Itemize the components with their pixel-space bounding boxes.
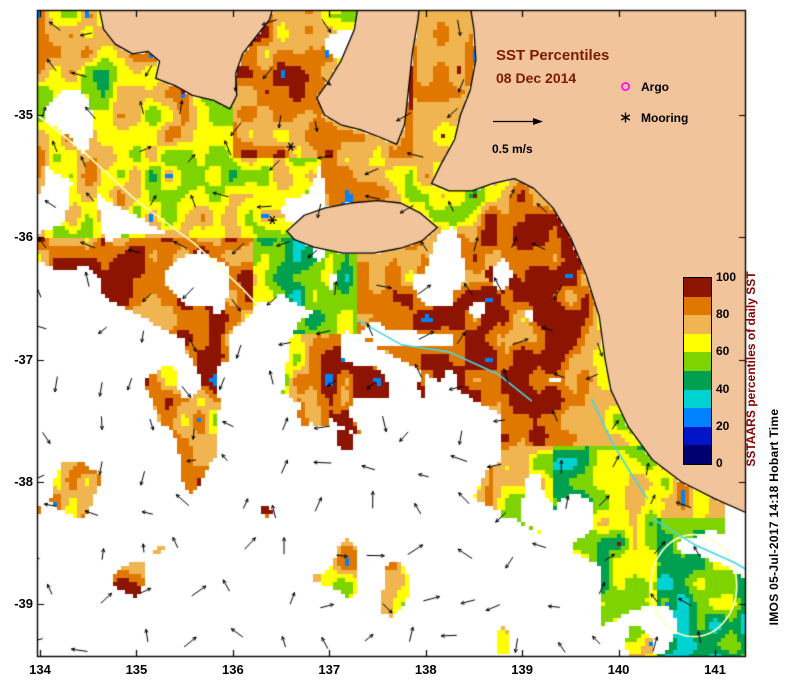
colorbar-segment — [684, 408, 711, 427]
colorbar-tick-label: 0 — [716, 456, 723, 470]
legend-mooring: Mooring — [618, 110, 688, 125]
x-tick-label: 135 — [125, 662, 148, 677]
colorbar — [683, 277, 712, 465]
legend-argo: Argo — [618, 79, 669, 94]
plot-title-block: SST Percentiles 08 Dec 2014 — [496, 47, 609, 86]
mooring-marker-icon — [620, 112, 631, 123]
mooring-label: Mooring — [641, 110, 689, 125]
colorbar-segment — [684, 445, 711, 464]
plot-date: 08 Dec 2014 — [496, 70, 577, 86]
colorbar-segment — [684, 278, 711, 297]
colorbar-segment — [684, 315, 711, 334]
colorbar-segment — [684, 352, 711, 372]
y-tick-label: -38 — [14, 473, 33, 489]
colorbar-tick-label: 20 — [716, 418, 730, 433]
scale-arrow — [492, 115, 546, 133]
colorbar-segment — [684, 296, 711, 316]
colorbar-segment — [684, 426, 711, 446]
colorbar-title: SSTAARS percentiles of daily SST — [744, 271, 758, 467]
y-tick-label: -36 — [14, 229, 33, 245]
x-tick-label: 141 — [704, 662, 726, 677]
credit-text: IMOS 05-Jul-2017 14:18 Hobart Time — [767, 408, 781, 626]
colorbar-segment — [684, 371, 711, 390]
x-tick-label: 136 — [222, 662, 244, 677]
x-tick-label: 139 — [511, 662, 533, 677]
colorbar-segment — [684, 333, 711, 353]
colorbar-tick-label: 80 — [716, 307, 730, 322]
scale-label: 0.5 m/s — [492, 142, 533, 156]
x-tick-label: 137 — [318, 662, 341, 677]
argo-label: Argo — [641, 79, 669, 94]
argo-marker-icon — [621, 82, 630, 91]
y-tick-label: -37 — [14, 351, 33, 367]
scale-arrow-icon — [493, 118, 543, 125]
y-tick-label: -35 — [14, 107, 33, 122]
colorbar-segment — [684, 389, 711, 409]
x-tick-label: 134 — [29, 662, 51, 677]
colorbar-tick-label: 100 — [716, 270, 737, 284]
plot-title: SST Percentiles — [496, 47, 610, 64]
x-tick-label: 140 — [607, 662, 630, 677]
colorbar-tick-label: 60 — [716, 344, 730, 359]
y-tick-label: -39 — [14, 596, 33, 611]
x-tick-label: 138 — [414, 662, 437, 677]
colorbar-tick-label: 40 — [716, 381, 730, 396]
